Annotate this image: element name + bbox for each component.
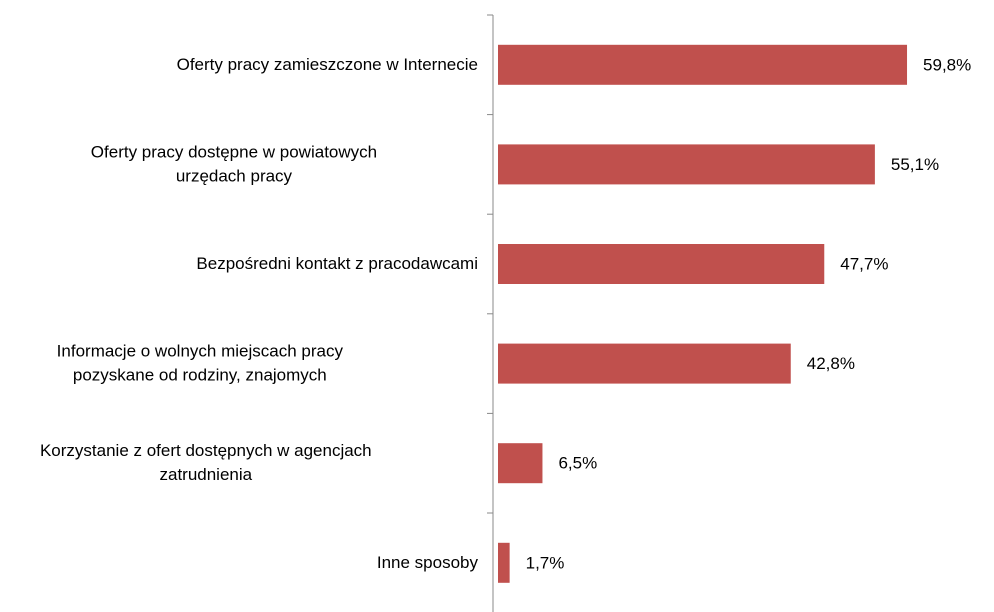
- category-label: Inne sposoby: [377, 553, 479, 572]
- category-label: Informacje o wolnych miejscach pracy pozy…: [57, 342, 344, 385]
- data-label: 6,5%: [558, 454, 597, 473]
- bar: [498, 44, 908, 85]
- bar: [498, 144, 875, 185]
- category-label: Oferty pracy dostępne w powiatowych urzęd…: [91, 143, 377, 186]
- data-label: 1,7%: [526, 553, 565, 572]
- category-label: Oferty pracy zamieszczone w Internecie: [177, 55, 478, 74]
- bar: [498, 443, 543, 484]
- data-label: 55,1%: [891, 155, 939, 174]
- data-label: 47,7%: [840, 254, 888, 273]
- category-label: Korzystanie z ofert dostępnych w agencja…: [40, 442, 372, 485]
- data-label: 42,8%: [807, 354, 855, 373]
- data-label: 59,8%: [923, 55, 971, 74]
- bar: [498, 343, 791, 384]
- bar: [498, 542, 510, 583]
- category-label: Bezpośredni kontakt z pracodawcami: [196, 254, 478, 273]
- bar: [498, 244, 825, 284]
